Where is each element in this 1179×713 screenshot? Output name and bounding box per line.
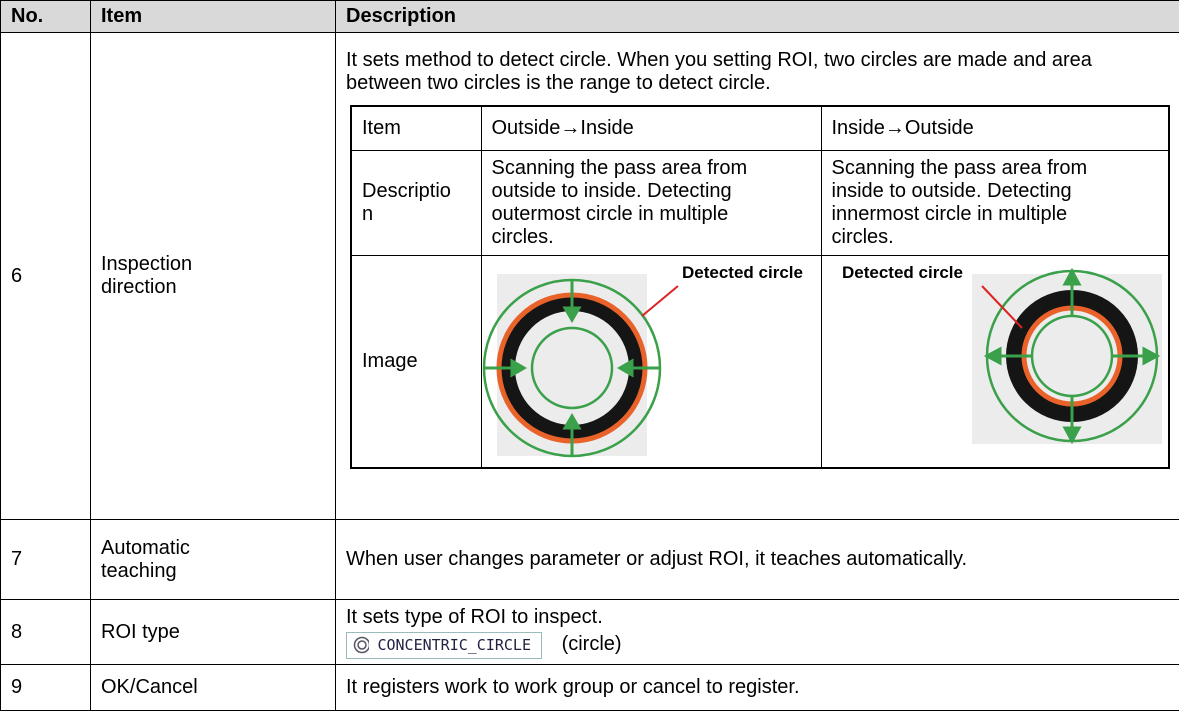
row: 6 Inspection direction It sets method to…: [0, 32, 1179, 520]
rings: [482, 278, 661, 457]
inner-cell: Outside→Inside: [480, 105, 822, 151]
inner-text: Scanning the pass area from outside to i…: [491, 156, 748, 248]
inner-cell: Scanning the pass area from outside to i…: [480, 149, 822, 256]
item-cell: OK/Cancel: [90, 664, 336, 711]
inner-table: Item Outside→Inside Inside→Outside Descr…: [350, 105, 1170, 469]
inner-text: Scanning the pass area from inside to ou…: [831, 156, 1088, 248]
roi-type-dropdown[interactable]: CONCENTRIC_CIRCLE: [346, 631, 542, 659]
detection-image: Detected circle: [482, 263, 803, 457]
item-text: Automatic teaching: [101, 536, 190, 582]
annotation: Detected circle: [682, 263, 803, 282]
no-cell: 8: [0, 599, 91, 665]
description-text: It sets method to detect circle. When yo…: [346, 49, 1092, 94]
image-cell: Detected circle: [820, 254, 1170, 468]
item-text: Inspection direction: [101, 253, 193, 298]
inner-cell: Description: [350, 149, 482, 256]
widget-text: CONCENTRIC_CIRCLE: [377, 635, 531, 654]
inner-cell: Item: [350, 105, 482, 151]
inner-cell: Scanning the pass area from inside to ou…: [820, 149, 1170, 256]
header-cell: Description: [335, 0, 1179, 33]
item-cell: ROI type: [90, 599, 336, 665]
row: 9 OK/Cancel It registers work to work gr…: [0, 664, 1179, 711]
widget-line: CONCENTRIC_CIRCLE (circle): [346, 631, 1171, 659]
description-cell: It sets type of ROI to inspect. CONCENTR…: [335, 599, 1179, 665]
no-cell: 6: [0, 32, 91, 520]
icon: [353, 636, 370, 654]
description-cell: It sets method to detect circle. When yo…: [335, 32, 1179, 520]
pointer: [640, 284, 679, 317]
header-cell: Item: [90, 0, 336, 33]
row: 7 Automatic teaching When user changes p…: [0, 519, 1179, 600]
header-row: No. Item Description: [0, 0, 1179, 33]
inner-row: Image: [350, 254, 1170, 468]
widget-note: (circle): [561, 633, 622, 656]
annotation: Detected circle: [842, 263, 963, 282]
no-cell: 9: [0, 664, 91, 711]
inner-row: Item Outside→Inside Inside→Outside: [350, 105, 1170, 151]
description-text: It sets type of ROI to inspect.: [346, 605, 603, 628]
item-cell: Inspection direction: [90, 32, 336, 520]
description-cell: It registers work to work group or cance…: [335, 664, 1179, 711]
header-cell: No.: [0, 0, 91, 33]
row: 8 ROI type It sets type of ROI to inspec…: [0, 599, 1179, 665]
inner-cell: Inside→Outside: [820, 105, 1170, 151]
inner-row: Description Scanning the pass area from …: [350, 149, 1170, 256]
no-cell: 7: [0, 519, 91, 600]
rings: [983, 267, 1160, 444]
detection-image: Detected circle: [842, 263, 1162, 444]
inner-cell: Image: [350, 254, 482, 468]
item-cell: Automatic teaching: [90, 519, 336, 600]
inner-text: Description: [362, 179, 451, 225]
pointer: [980, 284, 1023, 329]
description-cell: When user changes parameter or adjust RO…: [335, 519, 1179, 600]
image-cell: Detected circle: [480, 254, 822, 468]
